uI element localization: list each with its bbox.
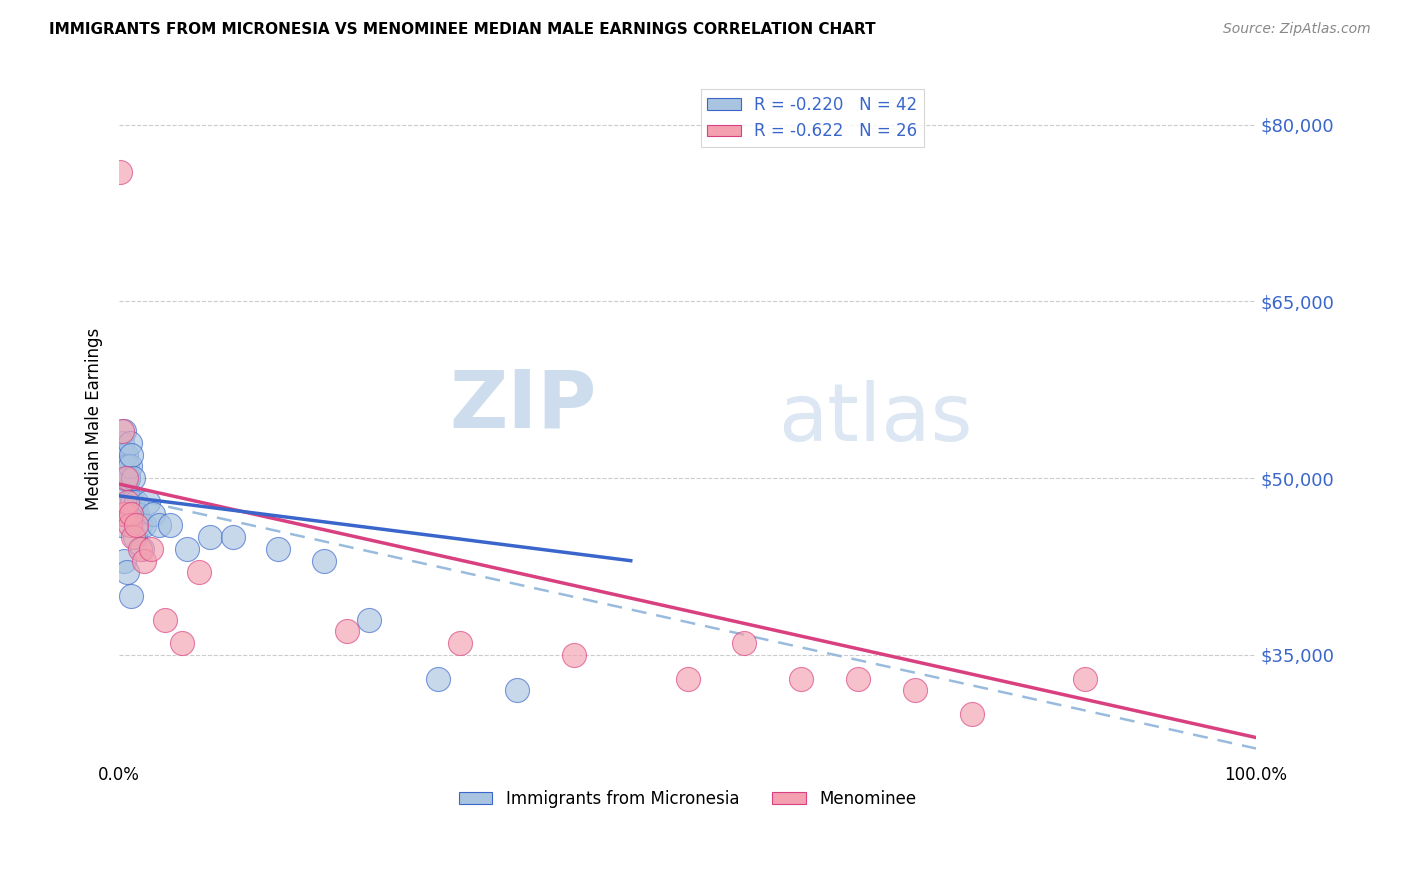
Point <box>111 471 134 485</box>
Point <box>960 706 983 721</box>
Point <box>142 507 165 521</box>
Point <box>267 541 290 556</box>
Point <box>118 495 141 509</box>
Point <box>312 554 335 568</box>
Point <box>114 471 136 485</box>
Point <box>120 459 142 474</box>
Point <box>153 613 176 627</box>
Text: ZIP: ZIP <box>450 367 596 444</box>
Y-axis label: Median Male Earnings: Median Male Earnings <box>86 328 103 510</box>
Point <box>112 424 135 438</box>
Point <box>115 495 138 509</box>
Point <box>131 541 153 556</box>
Point <box>426 672 449 686</box>
Point <box>117 471 139 485</box>
Point <box>112 554 135 568</box>
Point <box>148 518 170 533</box>
Point <box>904 683 927 698</box>
Point <box>115 459 138 474</box>
Point <box>136 495 159 509</box>
Point <box>125 518 148 533</box>
Point <box>118 435 141 450</box>
Point <box>1074 672 1097 686</box>
Point <box>115 566 138 580</box>
Point <box>187 566 209 580</box>
Point <box>134 554 156 568</box>
Point <box>359 613 381 627</box>
Point <box>733 636 755 650</box>
Point <box>176 541 198 556</box>
Point <box>506 683 529 698</box>
Point <box>117 471 139 485</box>
Point <box>121 495 143 509</box>
Point <box>170 636 193 650</box>
Point <box>124 530 146 544</box>
Point <box>449 636 471 650</box>
Point <box>127 507 149 521</box>
Text: IMMIGRANTS FROM MICRONESIA VS MENOMINEE MEDIAN MALE EARNINGS CORRELATION CHART: IMMIGRANTS FROM MICRONESIA VS MENOMINEE … <box>49 22 876 37</box>
Point <box>676 672 699 686</box>
Point <box>120 507 142 521</box>
Point <box>112 448 135 462</box>
Point <box>115 471 138 485</box>
Point <box>128 541 150 556</box>
Point <box>110 518 132 533</box>
Legend: Immigrants from Micronesia, Menominee: Immigrants from Micronesia, Menominee <box>453 783 922 814</box>
Point <box>125 495 148 509</box>
Point <box>120 589 142 603</box>
Text: atlas: atlas <box>779 380 973 458</box>
Point <box>128 518 150 533</box>
Point <box>111 424 134 438</box>
Point <box>110 165 132 179</box>
Point <box>112 459 135 474</box>
Point <box>111 459 134 474</box>
Point <box>112 507 135 521</box>
Point <box>134 518 156 533</box>
Point <box>114 507 136 521</box>
Point <box>159 518 181 533</box>
Point <box>790 672 813 686</box>
Point <box>562 648 585 662</box>
Point <box>122 471 145 485</box>
Point <box>115 483 138 497</box>
Point <box>110 435 132 450</box>
Point <box>122 530 145 544</box>
Point <box>120 448 142 462</box>
Point <box>122 507 145 521</box>
Point <box>222 530 245 544</box>
Point <box>336 624 359 639</box>
Point <box>115 471 138 485</box>
Point <box>114 448 136 462</box>
Point <box>118 518 141 533</box>
Point <box>139 541 162 556</box>
Point <box>200 530 222 544</box>
Text: Source: ZipAtlas.com: Source: ZipAtlas.com <box>1223 22 1371 37</box>
Point <box>846 672 869 686</box>
